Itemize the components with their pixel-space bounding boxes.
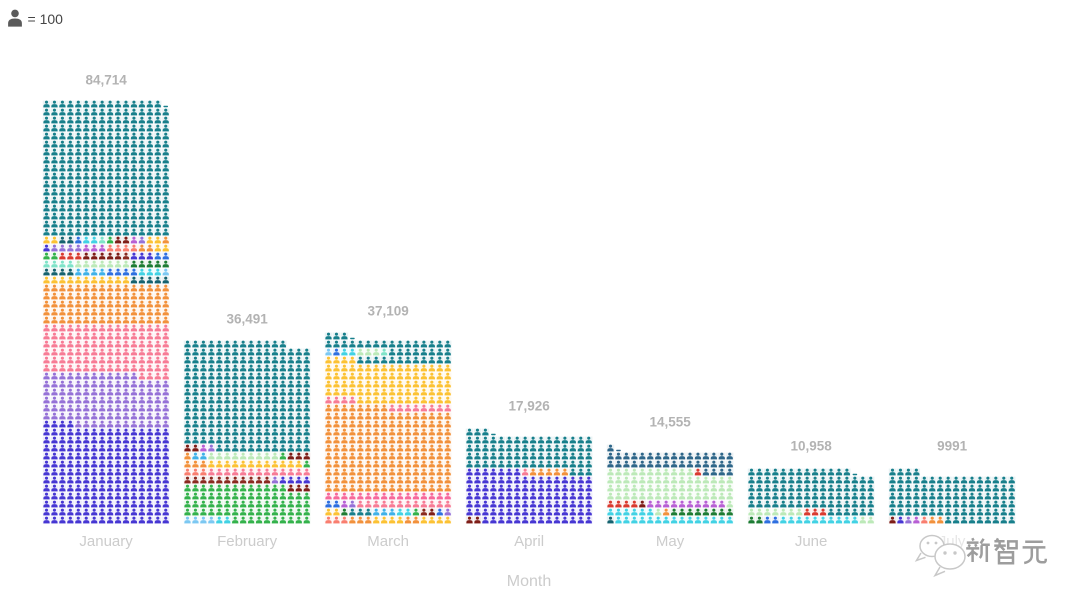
svg-text:10,958: 10,958 xyxy=(790,439,832,454)
svg-text:84,714: 84,714 xyxy=(85,73,127,88)
svg-text:9991: 9991 xyxy=(937,439,968,454)
svg-text:Month: Month xyxy=(507,573,551,590)
svg-text:17,926: 17,926 xyxy=(508,399,550,414)
svg-text:14,555: 14,555 xyxy=(649,415,691,430)
svg-text:January: January xyxy=(79,533,133,550)
svg-text:= 100: = 100 xyxy=(28,11,64,27)
svg-text:36,491: 36,491 xyxy=(226,312,268,327)
svg-text:37,109: 37,109 xyxy=(367,304,408,319)
svg-text:April: April xyxy=(514,533,544,550)
svg-text:February: February xyxy=(217,533,278,550)
svg-text:March: March xyxy=(367,533,409,550)
svg-text:June: June xyxy=(795,533,828,550)
svg-text:May: May xyxy=(656,533,685,550)
